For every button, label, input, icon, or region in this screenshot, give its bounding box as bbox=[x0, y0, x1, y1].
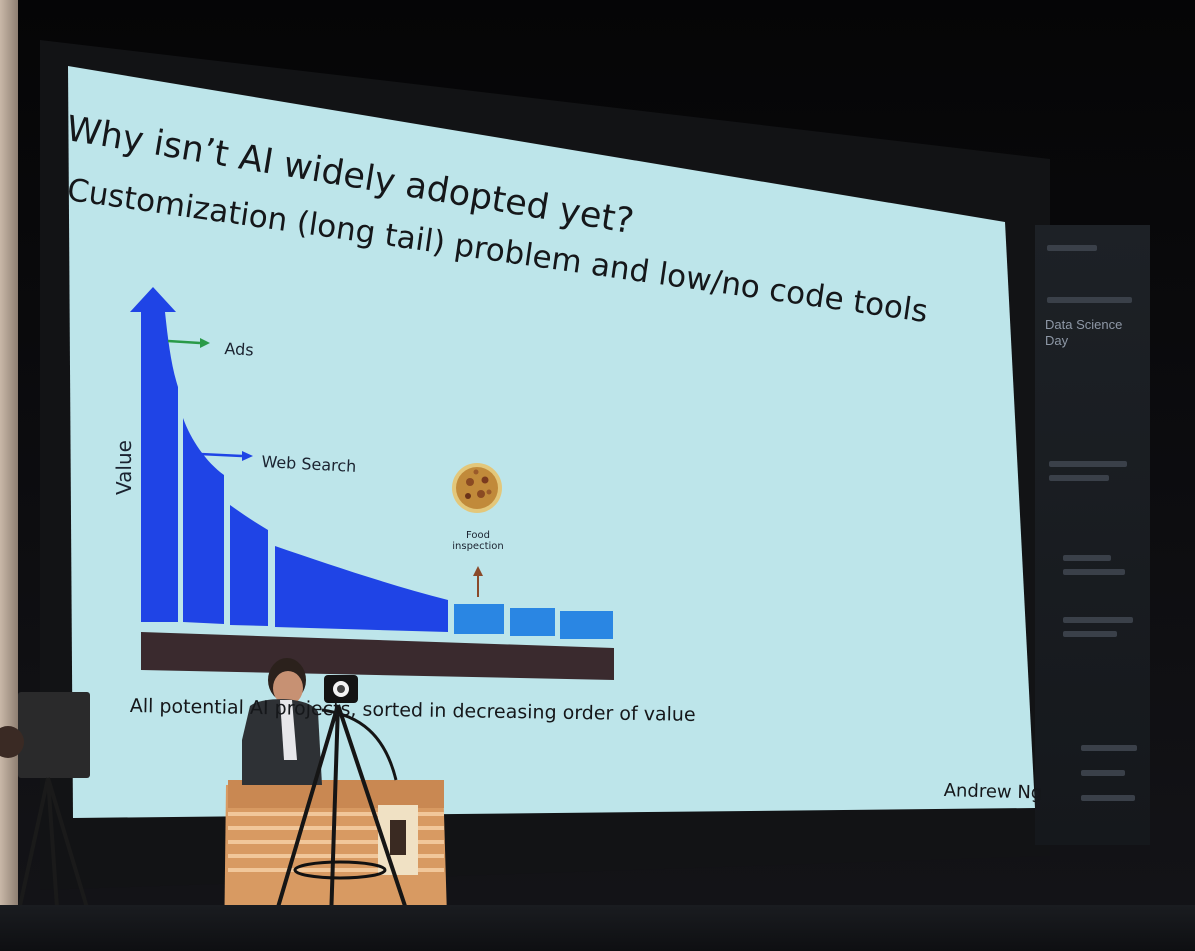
stage-floor bbox=[0, 905, 1195, 951]
slide-background bbox=[68, 66, 1035, 818]
banner-logo-line bbox=[1047, 245, 1097, 251]
camera-icon bbox=[324, 675, 358, 703]
bar-tail-segment bbox=[454, 604, 504, 634]
bar-3 bbox=[230, 505, 268, 626]
banner-line bbox=[1081, 770, 1125, 776]
banner-line bbox=[1063, 569, 1125, 575]
banner-title: Data Science Day bbox=[1045, 317, 1123, 348]
bar-long-tail-decay bbox=[275, 546, 448, 632]
slide-author: Andrew Ng bbox=[943, 780, 1043, 804]
ads-arrow-icon bbox=[167, 338, 210, 348]
food-inspection-label: Food inspection bbox=[452, 530, 504, 552]
bar-tail-segment bbox=[560, 611, 613, 639]
speaker bbox=[242, 658, 322, 785]
podium-emblem-mark bbox=[390, 820, 406, 855]
web-search-arrow-icon bbox=[199, 451, 253, 461]
banner-line bbox=[1049, 461, 1127, 467]
pizza-icon bbox=[452, 463, 502, 513]
event-banner: Data Science Day bbox=[1035, 225, 1150, 845]
y-axis-label: Value bbox=[112, 440, 136, 495]
banner-line bbox=[1047, 297, 1132, 303]
banner-line bbox=[1081, 745, 1137, 751]
bar-web-search bbox=[183, 418, 224, 624]
ads-label: Ads bbox=[224, 339, 255, 360]
banner-line bbox=[1063, 555, 1111, 561]
projects-base-bar bbox=[141, 632, 614, 680]
food-inspection-arrow-icon bbox=[473, 566, 483, 597]
banner-line bbox=[1063, 631, 1117, 637]
bar-ads bbox=[141, 312, 178, 622]
banner-line bbox=[1063, 617, 1133, 623]
bar-tail-segment bbox=[510, 608, 555, 636]
banner-line bbox=[1049, 475, 1109, 481]
left-wall bbox=[0, 0, 18, 951]
banner-line bbox=[1081, 795, 1135, 801]
